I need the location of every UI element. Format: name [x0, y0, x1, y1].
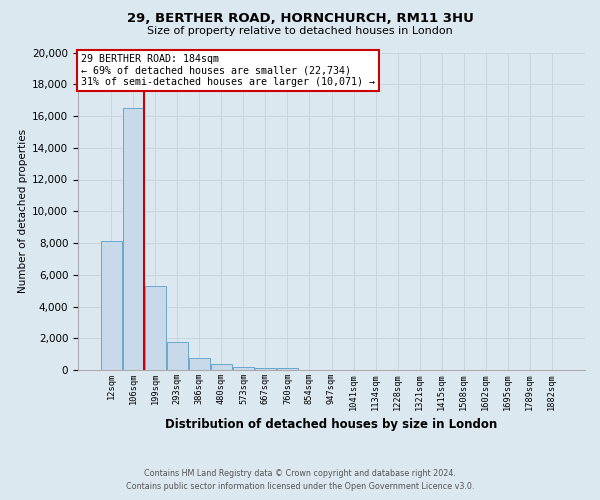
- Bar: [101, 242, 122, 370]
- Bar: [255, 368, 275, 370]
- Bar: [145, 286, 166, 370]
- Text: Size of property relative to detached houses in London: Size of property relative to detached ho…: [147, 26, 453, 36]
- Bar: [123, 108, 143, 370]
- X-axis label: Distribution of detached houses by size in London: Distribution of detached houses by size …: [166, 418, 497, 431]
- Text: 29, BERTHER ROAD, HORNCHURCH, RM11 3HU: 29, BERTHER ROAD, HORNCHURCH, RM11 3HU: [127, 12, 473, 26]
- Text: 29 BERTHER ROAD: 184sqm
← 69% of detached houses are smaller (22,734)
31% of sem: 29 BERTHER ROAD: 184sqm ← 69% of detache…: [80, 54, 374, 88]
- Bar: [233, 367, 254, 370]
- Bar: [277, 368, 298, 370]
- Y-axis label: Number of detached properties: Number of detached properties: [18, 129, 28, 294]
- Bar: [167, 342, 188, 370]
- Bar: [189, 358, 209, 370]
- Text: Contains HM Land Registry data © Crown copyright and database right 2024.
Contai: Contains HM Land Registry data © Crown c…: [126, 470, 474, 491]
- Bar: [211, 364, 232, 370]
